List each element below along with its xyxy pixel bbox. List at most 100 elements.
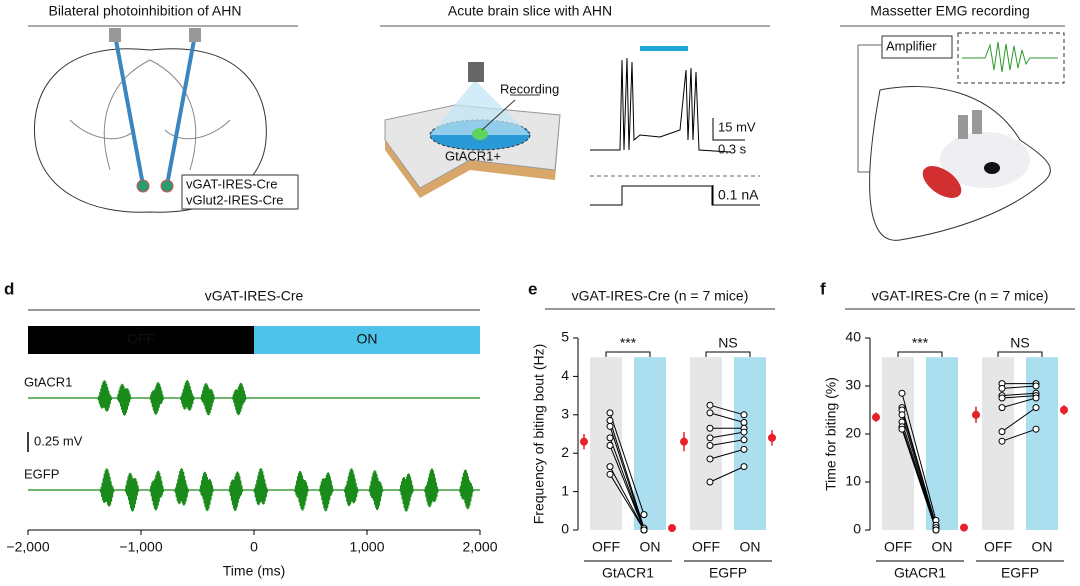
subject-dot: [706, 409, 714, 417]
subject-dot: [998, 384, 1006, 392]
significance-bracket: [605, 351, 651, 357]
emg-burst: [174, 468, 190, 506]
condition-label: ON: [740, 539, 761, 555]
masseter: [922, 166, 962, 198]
pair-line: [901, 407, 937, 526]
led: [468, 62, 484, 82]
light-cone: [430, 80, 530, 135]
scale-label: 0.1 nA: [718, 187, 759, 203]
subject-dot: [740, 411, 748, 419]
pair-line: [609, 420, 645, 529]
label: GtACR1+: [445, 148, 501, 163]
condition-label: OFF: [984, 539, 1012, 555]
pair-line: [901, 409, 937, 528]
emg-burst: [294, 470, 309, 511]
subject-dot: [706, 434, 714, 442]
subject-dot: [998, 428, 1006, 436]
subject-dot: [706, 442, 714, 450]
panel-letter: f: [820, 279, 826, 298]
subject-dot: [740, 463, 748, 471]
subject-dot: [606, 409, 614, 417]
neuron: [472, 128, 488, 140]
eye: [984, 162, 1000, 174]
optic-fiber: [113, 34, 145, 186]
subject-dot: [898, 411, 906, 419]
condition-band: [590, 357, 622, 530]
emg-burst: [99, 468, 115, 507]
subject-dot: [640, 526, 648, 534]
ahn-site: [136, 179, 150, 193]
condition-label: ON: [640, 539, 661, 555]
significance-bracket: [705, 351, 751, 357]
significance-bracket: [897, 351, 943, 357]
y-tick-label: 40: [845, 329, 861, 345]
pair-line: [1001, 397, 1037, 409]
emg-burst: [318, 472, 334, 512]
mean-dot: [580, 437, 588, 446]
panel-title: Acute brain slice with AHN: [448, 3, 612, 19]
pipette: [481, 99, 516, 131]
ahn-site: [160, 179, 174, 193]
subject-dot: [606, 470, 614, 478]
subject-dot: [898, 389, 906, 397]
fiber-ferrule: [958, 115, 968, 139]
emg-burst: [116, 383, 132, 416]
y-axis-label: Frequency of biting bout (Hz): [531, 344, 547, 525]
subject-dot: [1032, 425, 1040, 433]
mean-dot: [872, 413, 880, 422]
label: vGAT-IRES-Cre: [186, 176, 278, 191]
emg-burst: [97, 380, 113, 412]
pair-line: [609, 426, 645, 531]
emg-burst: [179, 379, 195, 411]
pair-line: [1001, 407, 1037, 433]
mean-dot: [960, 523, 968, 532]
voltage-trace: [590, 57, 731, 153]
subject-dot: [740, 418, 748, 426]
subject-dot: [1032, 404, 1040, 412]
pair-line: [1001, 428, 1037, 442]
pair-line: [1001, 385, 1037, 389]
pair-line: [901, 429, 937, 531]
pair-line: [1001, 392, 1037, 397]
pair-line: [709, 431, 745, 439]
brain-structures: [69, 59, 231, 171]
condition-band: [634, 357, 666, 530]
epoch-bar: [254, 326, 480, 354]
panel-letter: e: [528, 279, 537, 298]
emg-sample: [962, 41, 1058, 73]
condition-label: ON: [932, 539, 953, 555]
emg-burst: [149, 382, 165, 415]
subject-dot: [1032, 394, 1040, 402]
chart-title: vGAT-IRES-Cre (n = 7 mice): [572, 288, 749, 304]
y-tick-label: 0: [561, 521, 569, 537]
y-tick-label: 1: [561, 482, 569, 498]
fiber-ferrule: [972, 110, 982, 134]
mean-dot: [668, 524, 676, 533]
group-label: GtACR1: [602, 565, 654, 581]
pair-line: [609, 445, 645, 531]
pair-line: [709, 448, 745, 460]
subject-dot: [706, 424, 714, 432]
group-label: EGFP: [1001, 565, 1039, 581]
emg-burst: [343, 468, 359, 507]
current-step: [590, 185, 760, 206]
condition-band: [690, 357, 722, 530]
subject-dot: [998, 394, 1006, 402]
amplifier-box: [881, 35, 953, 59]
subject-dot: [606, 417, 614, 425]
subject-dot: [706, 401, 714, 409]
y-tick-label: 4: [561, 367, 569, 383]
skull: [940, 132, 1030, 188]
emg-inset: [957, 32, 1065, 84]
chart-title: vGAT-IRES-Cre (n = 7 mice): [872, 288, 1049, 304]
brain-outline: [33, 48, 267, 213]
pair-line: [709, 404, 745, 416]
label-box: [181, 174, 299, 210]
pair-line: [901, 393, 937, 521]
subject-dot: [1032, 382, 1040, 390]
condition-label: OFF: [884, 539, 912, 555]
series-label: GtACR1: [24, 374, 72, 389]
label: Amplifier: [886, 38, 937, 53]
emg-burst: [149, 470, 165, 511]
subject-dot: [706, 478, 714, 486]
